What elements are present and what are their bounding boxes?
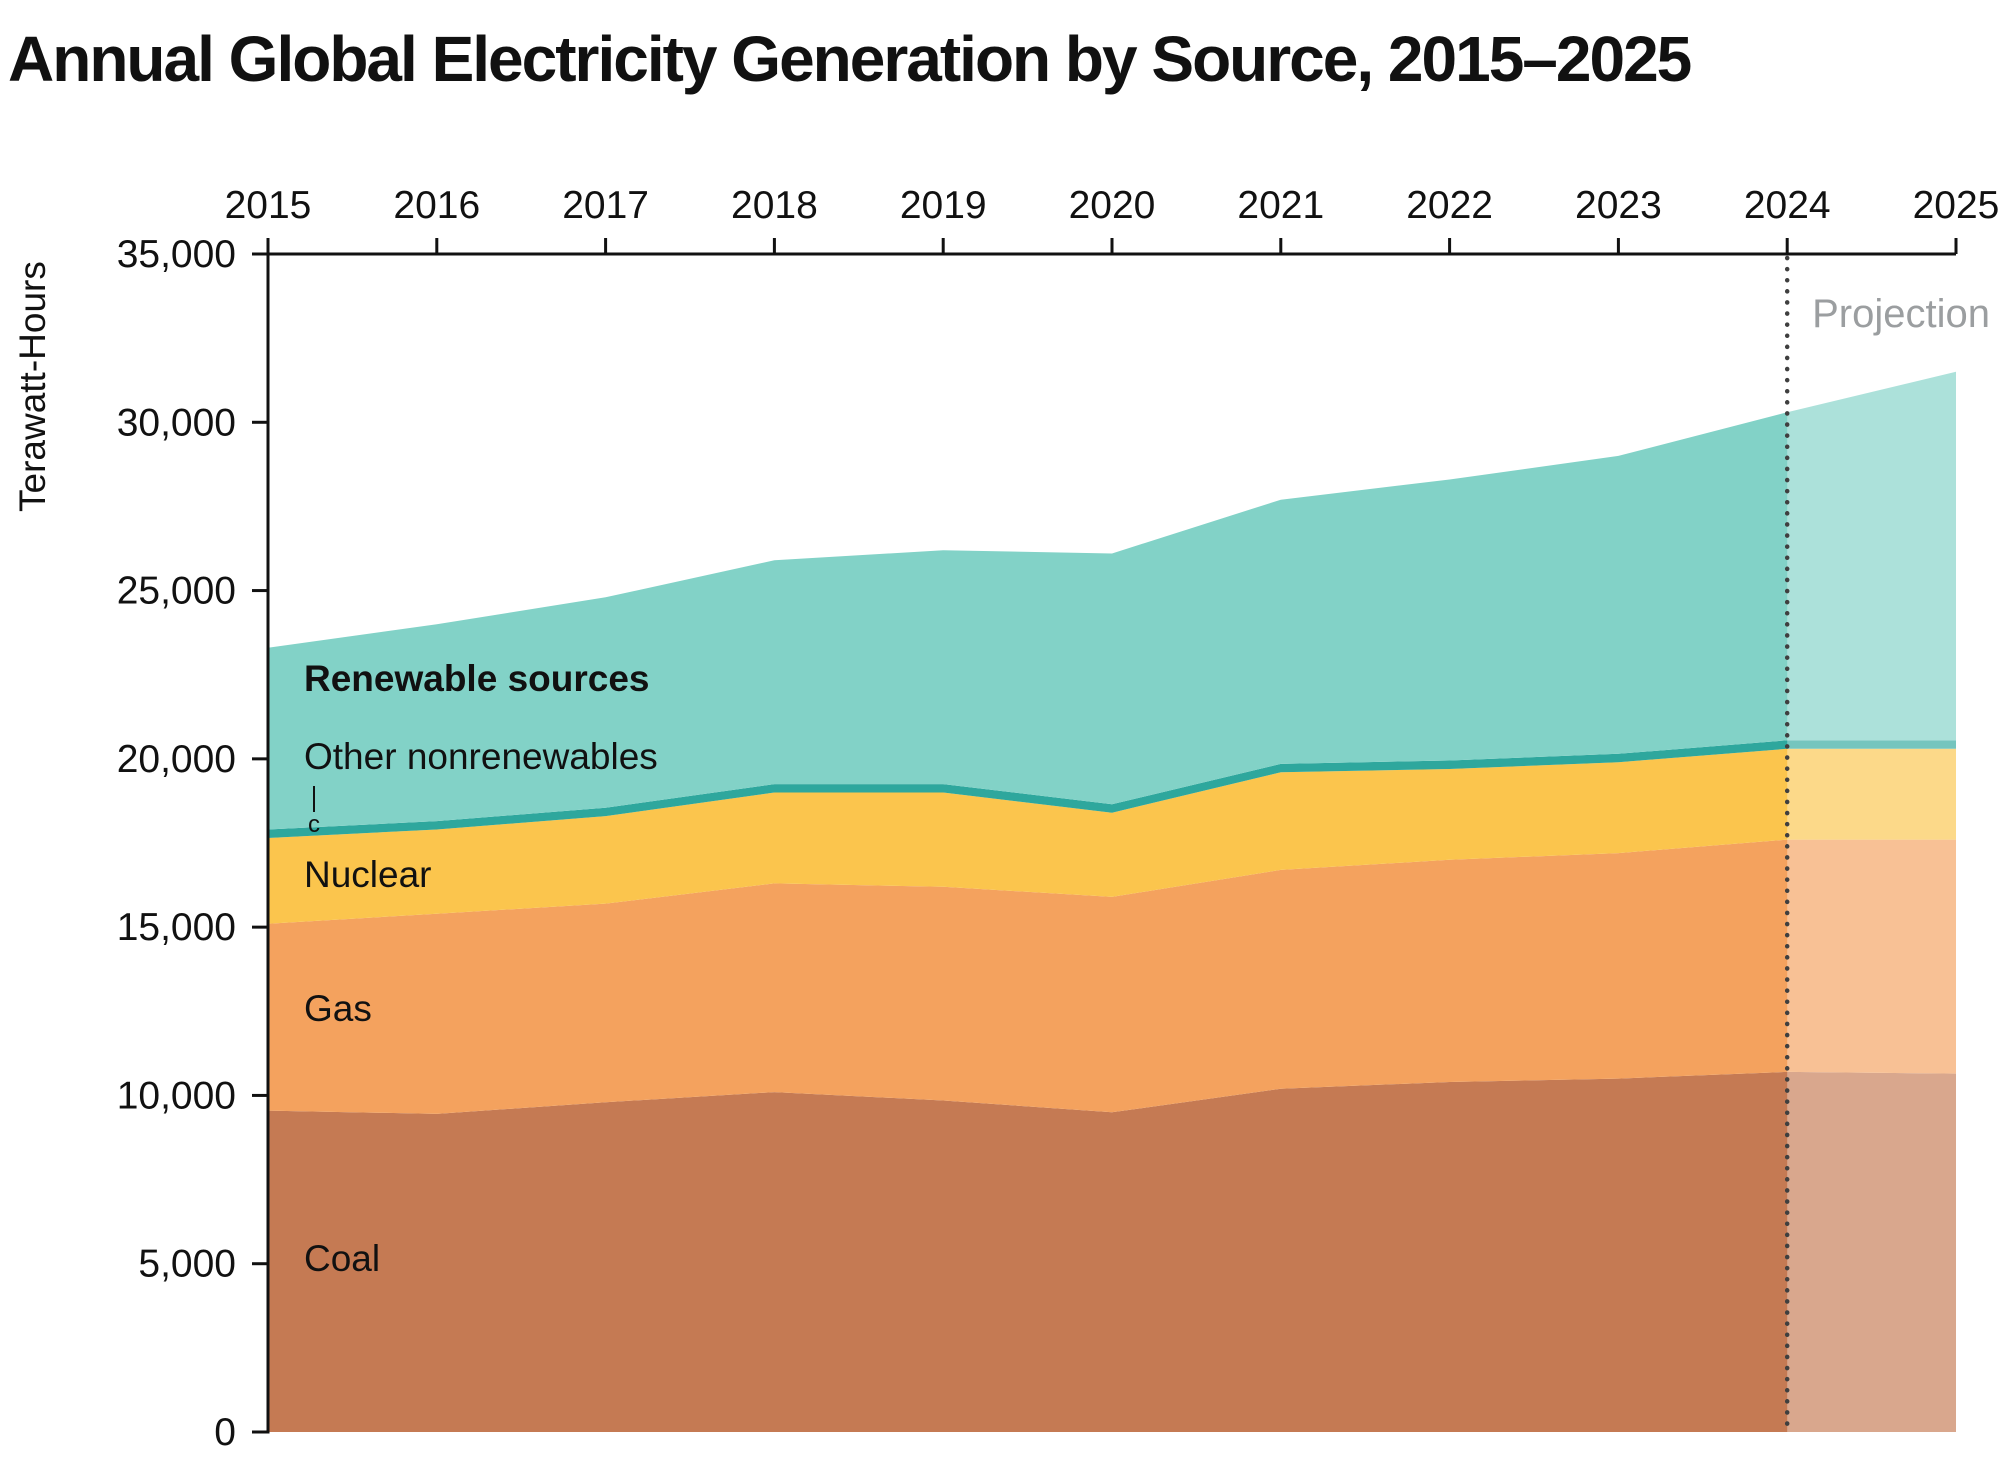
x-tick-label: 2023 <box>1575 184 1662 227</box>
footnote-marker: c <box>308 811 320 838</box>
y-tick-label: 35,000 <box>117 233 236 276</box>
x-tick-label: 2019 <box>900 184 987 227</box>
x-tick-label: 2022 <box>1406 184 1493 227</box>
y-tick-label: 15,000 <box>117 906 236 949</box>
y-tick-label: 5,000 <box>138 1243 236 1286</box>
area-nuclear <box>268 748 1956 924</box>
x-tick-label: 2015 <box>225 184 312 227</box>
y-tick-label: 20,000 <box>117 738 236 781</box>
label-other-nonrenewables: Other nonrenewables <box>304 736 658 777</box>
x-tick-label: 2025 <box>1913 184 2000 227</box>
x-tick-label: 2018 <box>731 184 818 227</box>
label-coal: Coal <box>304 1238 381 1279</box>
callout-line <box>313 786 315 812</box>
label-projection: Projection <box>1812 292 1990 336</box>
y-tick-label: 10,000 <box>117 1074 236 1117</box>
x-tick-label: 2017 <box>562 184 649 227</box>
footnote-callout: c <box>308 786 320 837</box>
label-nuclear: Nuclear <box>304 854 432 895</box>
chart-title: Annual Global Electricity Generation by … <box>8 23 1692 95</box>
x-tick-label: 2020 <box>1069 184 1156 227</box>
x-tick-label: 2024 <box>1744 184 1831 227</box>
label-gas: Gas <box>304 988 372 1029</box>
area-gas <box>268 839 1956 1114</box>
area-coal <box>268 1071 1956 1432</box>
y-tick-label: 0 <box>214 1411 236 1454</box>
label-renewable-sources: Renewable sources <box>304 658 650 699</box>
x-tick-label: 2021 <box>1237 184 1324 227</box>
y-tick-label: 25,000 <box>117 570 236 613</box>
projection-overlay <box>1787 254 1956 1432</box>
area-renewable-sources <box>268 371 1956 830</box>
area-other-nonrenewables <box>268 740 1956 838</box>
y-tick-label: 30,000 <box>117 401 236 444</box>
x-tick-label: 2016 <box>393 184 480 227</box>
